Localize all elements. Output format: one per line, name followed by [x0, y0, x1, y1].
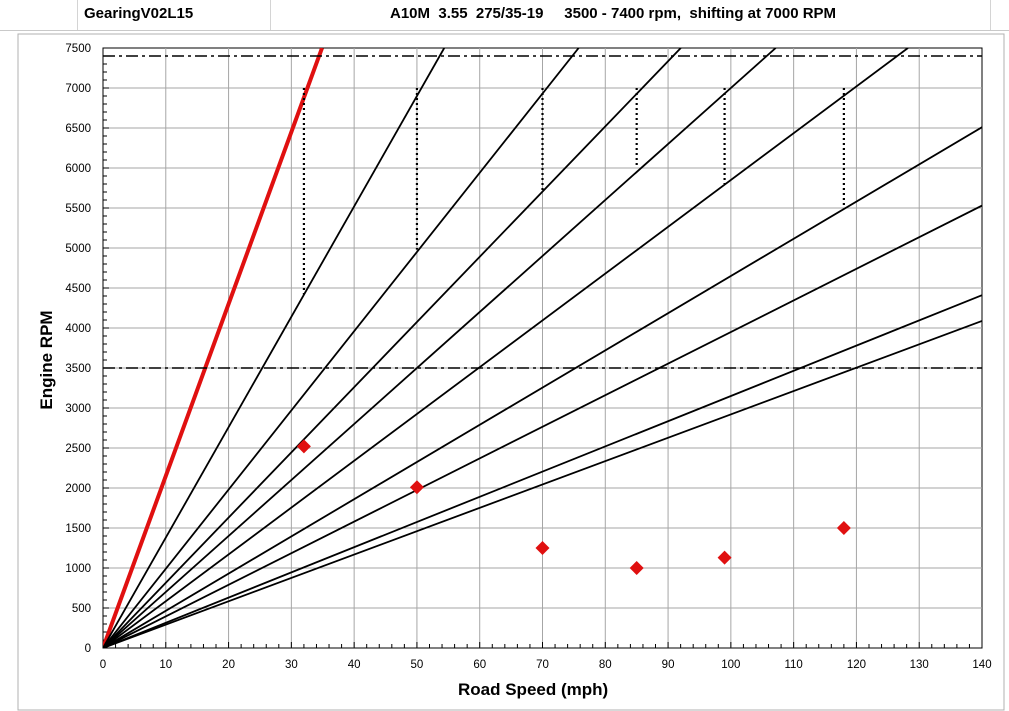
x-tick-label: 20	[222, 659, 235, 671]
x-tick-label: 60	[473, 659, 486, 671]
y-tick-label: 5500	[65, 203, 91, 215]
y-tick-label: 7000	[65, 83, 91, 95]
markers-layer	[296, 439, 851, 575]
document-name: GearingV02L15	[84, 5, 194, 22]
data-marker	[535, 541, 550, 555]
y-tick-label: 7500	[65, 43, 91, 55]
y-tick-label: 4000	[65, 323, 91, 335]
data-marker	[296, 439, 311, 454]
x-tick-label: 120	[847, 659, 866, 671]
gear-line-3	[103, 48, 580, 648]
x-tick-label: 40	[348, 659, 361, 671]
tick-labels-layer: 0500100015002000250030003500400045005000…	[65, 43, 991, 671]
x-tick-label: 50	[411, 659, 424, 671]
data-marker	[629, 561, 644, 575]
y-tick-label: 1500	[65, 523, 91, 535]
gear-line-10	[103, 320, 982, 648]
rpm-band-layer	[103, 55, 982, 369]
y-tick-label: 2000	[65, 483, 91, 495]
sheet-header-row: GearingV02L15 A10M 3.55 275/35-19 3500 -…	[0, 0, 1009, 31]
y-tick-label: 2500	[65, 443, 91, 455]
x-tick-label: 10	[159, 659, 172, 671]
gear-line-2	[103, 48, 446, 648]
data-marker	[409, 480, 424, 495]
gear-lines-layer	[103, 48, 982, 648]
cell-divider	[77, 0, 78, 30]
y-tick-label: 0	[85, 643, 91, 655]
cell-divider	[990, 0, 991, 30]
spreadsheet-area: 0 500 1000 1500 2000 2500 3000 3500 4000 4500 5000…	[0, 30, 1009, 711]
gear-line-5	[103, 48, 777, 648]
tick-layer	[102, 47, 983, 649]
x-tick-label: 140	[972, 659, 991, 671]
x-tick-label: 70	[536, 659, 549, 671]
y-tick-label: 5000	[65, 243, 91, 255]
gear-line-8	[103, 204, 982, 648]
gear-line-7	[103, 126, 982, 648]
gear-line-1st	[103, 48, 324, 648]
y-tick-label: 4500	[65, 283, 91, 295]
shift-lines-layer	[302, 88, 845, 295]
y-tick-label: 3500	[65, 363, 91, 375]
y-tick-label: 3000	[65, 403, 91, 415]
chart-title: A10M 3.55 275/35-19 3500 - 7400 rpm, shi…	[390, 5, 837, 22]
gear-line-4	[103, 48, 682, 648]
gear-line-9	[103, 294, 982, 648]
data-marker	[717, 550, 732, 565]
y-tick-label: 6000	[65, 163, 91, 175]
y-tick-label: 6500	[65, 123, 91, 135]
x-tick-label: 100	[721, 659, 740, 671]
cell-divider	[270, 0, 271, 30]
y-axis-title: Engine RPM	[37, 310, 56, 410]
data-marker	[836, 521, 851, 535]
x-tick-label: 90	[662, 659, 675, 671]
x-tick-label: 30	[285, 659, 298, 671]
x-tick-label: 110	[784, 659, 802, 671]
x-axis-title: Road Speed (mph)	[458, 680, 609, 699]
y-tick-label: 1000	[65, 563, 91, 575]
x-tick-label: 80	[599, 659, 612, 671]
y-tick-label: 500	[72, 603, 91, 615]
x-tick-label: 0	[100, 659, 106, 671]
gearing-chart: 0500100015002000250030003500400045005000…	[17, 33, 1005, 711]
x-tick-label: 130	[910, 659, 929, 671]
gear-line-6	[103, 48, 909, 648]
